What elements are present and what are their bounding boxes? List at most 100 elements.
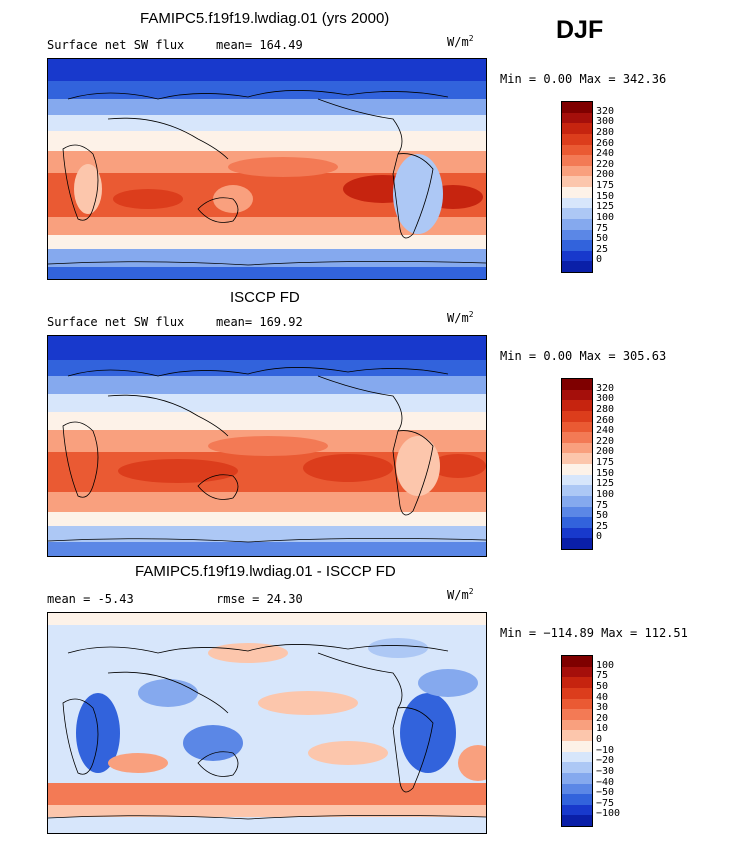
panel2-map	[47, 335, 487, 557]
colorbar-tick-label: 50	[596, 233, 609, 245]
colorbar-tick-label: 100	[596, 488, 615, 500]
colorbar-swatch	[562, 176, 592, 187]
colorbar-swatch	[562, 677, 592, 688]
panel3-colorbar	[561, 655, 593, 827]
colorbar-swatch	[562, 709, 592, 720]
colorbar-tick-label: −10	[596, 744, 615, 756]
colorbar-swatch	[562, 474, 592, 486]
colorbar-swatch	[562, 400, 592, 411]
colorbar-tick-label: 50	[596, 680, 609, 692]
colorbar-swatch	[562, 453, 592, 464]
panel3-mean-label: mean = -5.43	[47, 592, 134, 606]
colorbar-swatch	[562, 112, 592, 124]
colorbar-tick-label: 20	[596, 712, 609, 724]
colorbar-tick-label: 0	[596, 531, 603, 543]
colorbar-swatch	[562, 187, 592, 198]
colorbar-swatch	[562, 815, 592, 826]
colorbar-tick-label: 300	[596, 116, 615, 128]
colorbar-tick-label: 200	[596, 446, 615, 458]
colorbar-tick-label: 10	[596, 723, 609, 735]
colorbar-tick-label: 150	[596, 190, 615, 202]
panel2-mean-label: mean= 169.92	[216, 315, 303, 329]
panel2-colorbar-ticks: 320 300 280 260 240 220 200 175 150 125 100 75 50 25 0	[596, 378, 636, 548]
colorbar-tick-label: −75	[596, 797, 615, 809]
panel3-colorbar-ticks: 100 75 50 40 30 20 10 0 −10 −20 −30 −40 −50 −75 −100	[596, 655, 636, 825]
colorbar-tick-label: 0	[596, 254, 603, 266]
colorbar-swatch	[562, 379, 592, 390]
colorbar-swatch	[562, 123, 592, 134]
colorbar-swatch	[562, 102, 592, 113]
colorbar-tick-label: 75	[596, 670, 609, 682]
colorbar-swatch	[562, 250, 592, 262]
colorbar-swatch	[562, 229, 592, 241]
colorbar-swatch	[562, 517, 592, 528]
colorbar-swatch	[562, 794, 592, 805]
colorbar-tick-label: −20	[596, 755, 615, 767]
colorbar-tick-label: −100	[596, 808, 621, 820]
colorbar-swatch	[562, 261, 592, 272]
colorbar-tick-label: 220	[596, 435, 615, 447]
colorbar-tick-label: 75	[596, 222, 609, 234]
panel3-colorbar-swatches	[562, 656, 592, 826]
colorbar-swatch	[562, 485, 592, 496]
colorbar-tick-label: 320	[596, 382, 615, 394]
colorbar-swatch	[562, 730, 592, 741]
panel3-map	[47, 612, 487, 834]
panel1-colorbar-swatches	[562, 102, 592, 272]
panel1-colorbar-ticks: 320 300 280 260 240 220 200 175 150 125 100 75 50 25 0	[596, 101, 636, 271]
colorbar-swatch	[562, 432, 592, 443]
panel2-map-field	[48, 336, 486, 556]
colorbar-swatch	[562, 751, 592, 763]
colorbar-tick-label: 100	[596, 659, 615, 671]
panel2-title: ISCCP FD	[230, 289, 300, 306]
colorbar-tick-label: 100	[596, 211, 615, 223]
colorbar-swatch	[562, 698, 592, 710]
panel2-colorbar	[561, 378, 593, 550]
colorbar-swatch	[562, 389, 592, 401]
colorbar-swatch	[562, 666, 592, 678]
colorbar-swatch	[562, 165, 592, 177]
colorbar-swatch	[562, 144, 592, 156]
panel2-minmax: Min = 0.00 Max = 305.63	[500, 349, 667, 363]
colorbar-tick-label: 25	[596, 520, 609, 532]
colorbar-tick-label: 75	[596, 499, 609, 511]
colorbar-tick-label: 300	[596, 393, 615, 405]
colorbar-tick-label: 320	[596, 105, 615, 117]
panel1-colorbar	[561, 101, 593, 273]
colorbar-swatch	[562, 410, 592, 422]
colorbar-tick-label: 240	[596, 425, 615, 437]
colorbar-swatch	[562, 527, 592, 539]
colorbar-swatch	[562, 719, 592, 731]
colorbar-tick-label: 260	[596, 137, 615, 149]
colorbar-tick-label: 50	[596, 510, 609, 522]
colorbar-swatch	[562, 240, 592, 251]
colorbar-tick-label: 260	[596, 414, 615, 426]
colorbar-swatch	[562, 218, 592, 230]
colorbar-tick-label: 125	[596, 201, 615, 213]
colorbar-swatch	[562, 741, 592, 752]
colorbar-swatch	[562, 133, 592, 145]
colorbar-swatch	[562, 495, 592, 507]
colorbar-swatch	[562, 772, 592, 784]
colorbar-swatch	[562, 762, 592, 773]
colorbar-swatch	[562, 155, 592, 166]
panel1-map	[47, 58, 487, 280]
colorbar-tick-label: 280	[596, 403, 615, 415]
colorbar-swatch	[562, 442, 592, 454]
panel3-map-field	[48, 613, 486, 833]
panel2-field-label: Surface net SW flux	[47, 315, 185, 329]
colorbar-tick-label: 150	[596, 467, 615, 479]
panel3-rmse-label: rmse = 24.30	[216, 592, 303, 606]
colorbar-tick-label: −50	[596, 787, 615, 799]
colorbar-tick-label: 175	[596, 457, 615, 468]
colorbar-tick-label: 175	[596, 180, 615, 191]
panel2-colorbar-swatches	[562, 379, 592, 549]
panel1-minmax: Min = 0.00 Max = 342.36	[500, 72, 667, 86]
panel1-map-field	[48, 59, 486, 279]
panel1-field-label: Surface net SW flux	[47, 38, 185, 52]
colorbar-swatch	[562, 421, 592, 433]
panel3-title: FAMIPC5.f19f19.lwdiag.01 - ISCCP FD	[135, 563, 396, 580]
panel1-units: W/m2	[447, 34, 474, 49]
colorbar-tick-label: −30	[596, 765, 615, 777]
colorbar-swatch	[562, 197, 592, 209]
